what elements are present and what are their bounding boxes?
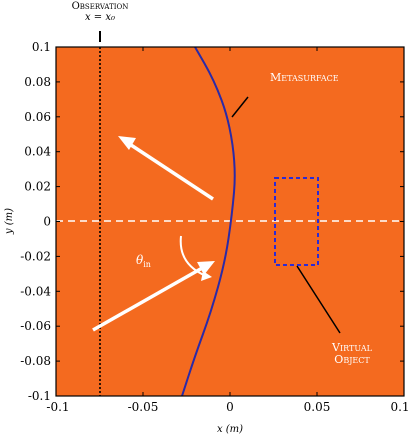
x-tick-label: 0 xyxy=(226,400,234,414)
virtual-object-box xyxy=(274,177,319,266)
x-tick-label: -0.05 xyxy=(128,400,159,414)
theta-label: θin xyxy=(136,253,151,269)
y-axis-ticks: 0.1 0.08 0.06 0.04 0.02 0 -0.02 -0.04 -0.06 -0.08… xyxy=(20,40,404,403)
metasurface-leader xyxy=(231,96,249,118)
y-tick-label: 0.08 xyxy=(24,75,51,89)
y-tick-label: 0.02 xyxy=(24,180,51,194)
y-tick-label: -0.04 xyxy=(20,284,51,298)
metasurface-curve xyxy=(181,47,236,396)
fringe-stripe xyxy=(411,0,415,109)
y-tick-label: -0.02 xyxy=(20,249,51,263)
y-tick-label: 0.06 xyxy=(24,110,51,124)
theta-arc xyxy=(179,235,207,277)
incident-arrow-head xyxy=(197,261,215,275)
x-axis-ticks: -0.1 -0.05 0 0.05 0.1 xyxy=(46,47,410,414)
virtual-object-label-line1: Virtual xyxy=(331,341,373,354)
incident-arrow xyxy=(92,265,205,332)
theta-symbol: θ xyxy=(136,253,144,267)
y-tick-label: -0.08 xyxy=(20,354,51,368)
observation-label: x = x₀ xyxy=(85,12,115,23)
metasurface-label: Metasurface xyxy=(270,71,339,84)
reflected-arrow xyxy=(127,141,214,201)
x-tick-label: 0.05 xyxy=(304,400,331,414)
x-axis-label: x (m) xyxy=(217,424,243,435)
x-tick-label: -0.1 xyxy=(46,400,69,414)
y-tick-label: -0.06 xyxy=(20,319,51,333)
y-tick-label: 0.1 xyxy=(32,40,51,54)
virtual-object-leader xyxy=(296,265,341,334)
y-tick-label: 0 xyxy=(43,215,51,229)
theta-arc-head xyxy=(201,271,212,281)
y-tick-label: -0.1 xyxy=(28,389,51,403)
fringe-stripe xyxy=(404,0,415,109)
y-tick-label: 0.04 xyxy=(24,145,51,159)
x-tick-label: 0.1 xyxy=(390,400,409,414)
reflected-arrow-head xyxy=(118,136,136,150)
virtual-object-label-line2: Object xyxy=(334,353,370,366)
observation-title: Observation xyxy=(72,1,129,12)
y-axis-label: y (m) xyxy=(4,208,15,235)
theta-subscript: in xyxy=(143,260,151,269)
